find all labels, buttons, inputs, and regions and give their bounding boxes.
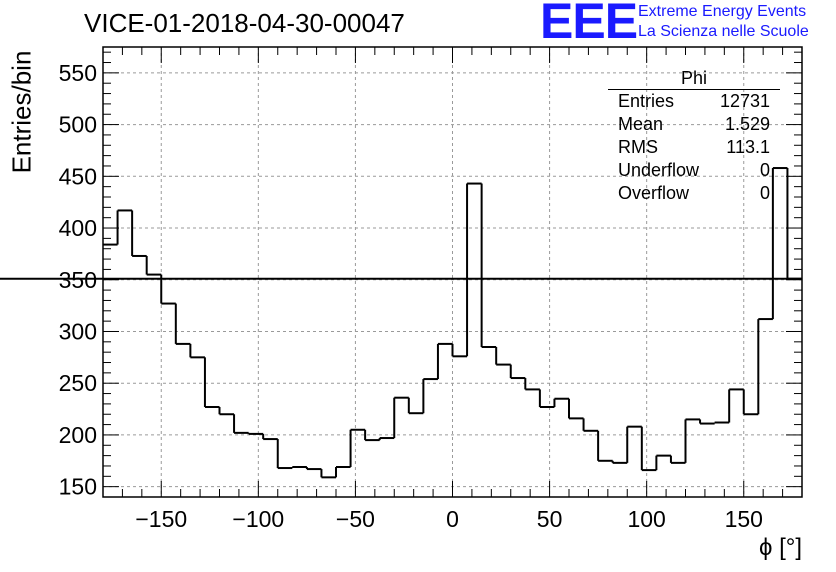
stats-label: Entries [618,91,675,111]
y-tick-label: 300 [59,318,97,344]
y-tick-label: 350 [59,267,97,293]
x-tick-label: 150 [725,506,763,532]
stats-label: Underflow [618,160,700,180]
stats-value: 0 [759,183,770,203]
stats-label: Mean [618,114,664,134]
stats-label: RMS [618,137,658,157]
stats-box: Phi Entries 12731 Mean 1.529 RMS 113.1 U… [608,68,780,205]
x-tick-label: −50 [336,506,375,532]
eee-logo: EEE [540,0,638,49]
stats-row-entries: Entries 12731 [608,90,780,113]
x-axis-label: ϕ [°] [758,534,802,561]
stats-value: 1.529 [724,114,770,134]
stats-row-mean: Mean 1.529 [608,113,780,136]
stats-value: 113.1 [726,137,770,157]
y-tick-label: 400 [59,215,97,241]
y-tick-label: 150 [59,474,97,500]
x-tick-label: 100 [627,506,665,532]
stats-label: Overflow [618,183,690,203]
stats-row-overflow: Overflow 0 [608,182,780,205]
y-axis-label: Entries/bin [6,50,37,174]
x-tick-label: 50 [537,506,563,532]
x-tick-label: −150 [135,506,187,532]
stats-box-name: Phi [608,68,780,90]
stats-row-underflow: Underflow 0 [608,159,780,182]
y-tick-label: 550 [59,60,97,86]
x-tick-label: 0 [446,506,459,532]
stats-row-rms: RMS 113.1 [608,136,780,159]
chart-title: VICE-01-2018-04-30-00047 [84,8,405,38]
x-tick-label: −100 [232,506,284,532]
y-tick-label: 200 [59,422,97,448]
y-tick-label: 450 [59,163,97,189]
logo-line-1: Extreme Energy Events [638,3,807,20]
y-tick-label: 500 [59,112,97,138]
y-tick-label: 250 [59,370,97,396]
stats-value: 12731 [719,91,770,111]
stats-value: 0 [759,160,770,180]
eee-logo-text: Extreme Energy Events La Scienza nelle S… [638,2,809,42]
logo-line-2: La Scienza nelle Scuole [638,23,809,40]
